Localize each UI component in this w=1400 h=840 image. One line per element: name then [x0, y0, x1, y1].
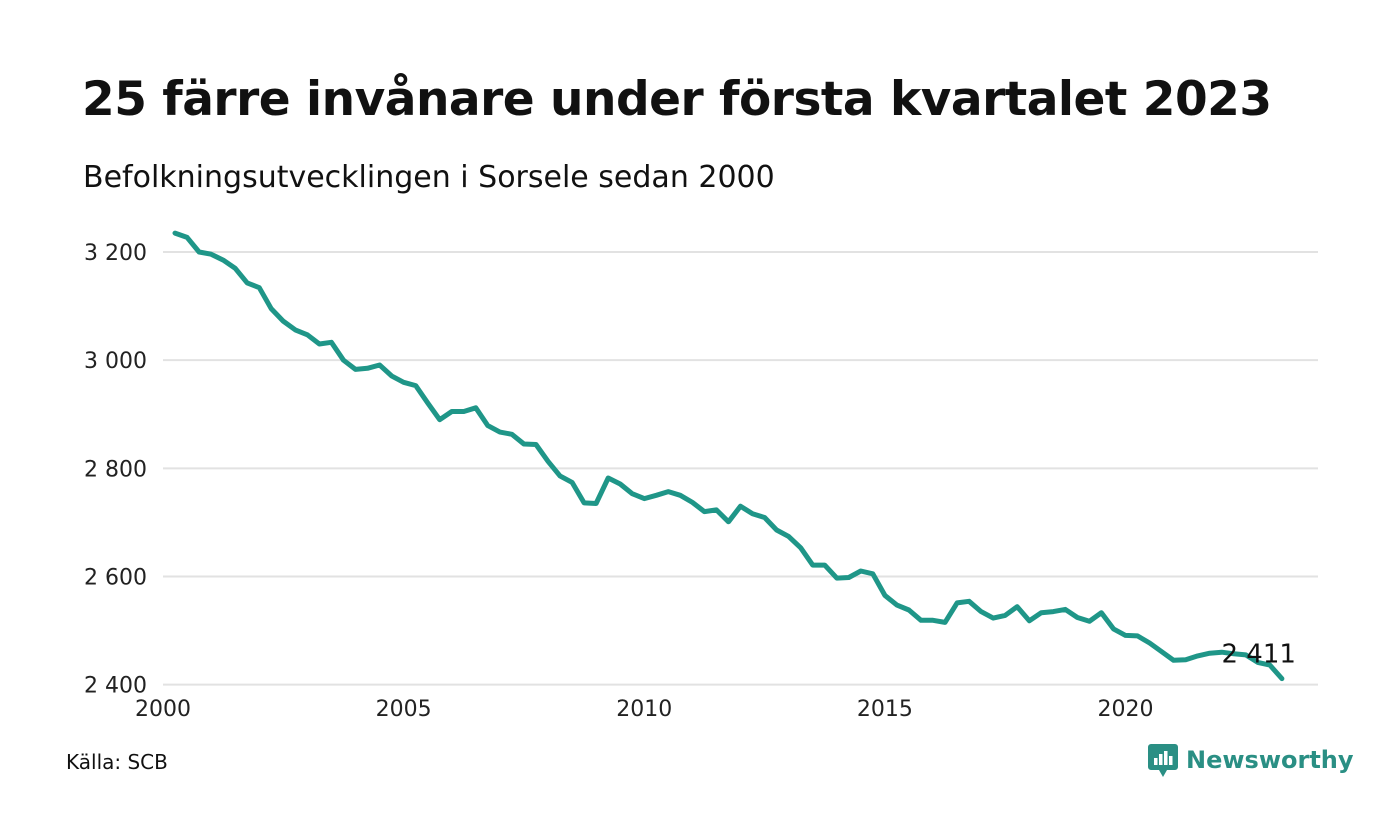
end-value-label: 2 411 [1221, 640, 1295, 670]
source-note: Källa: SCB [66, 750, 168, 774]
brand-name: Newsworthy [1186, 746, 1354, 774]
y-tick-label: 3 000 [84, 349, 147, 374]
gridlines [163, 251, 1318, 686]
chart-subtitle: Befolkningsutvecklingen i Sorsele sedan … [83, 160, 775, 195]
y-tick-label: 2 800 [84, 457, 147, 482]
x-tick-label: 2010 [616, 697, 672, 722]
y-axis: 2 400 2 600 2 800 3 000 3 200 [84, 241, 147, 699]
brand-logo: Newsworthy [1148, 742, 1354, 778]
x-tick-label: 2015 [857, 697, 913, 722]
label-layer: 2 411 [1221, 640, 1295, 670]
series-line [172, 230, 1285, 682]
y-tick-label: 2 600 [84, 565, 147, 590]
y-tick-label: 2 400 [84, 674, 147, 699]
series-layer [172, 230, 1285, 682]
y-tick-label: 3 200 [84, 241, 147, 266]
x-tick-label: 2000 [135, 697, 191, 722]
x-axis: 2000 2005 2010 2015 2020 [135, 697, 1154, 722]
chart-title: 25 färre invånare under första kvartalet… [82, 72, 1272, 127]
newsworthy-logo-icon [1148, 744, 1178, 777]
x-tick-label: 2020 [1098, 697, 1154, 722]
x-tick-label: 2005 [376, 697, 432, 722]
